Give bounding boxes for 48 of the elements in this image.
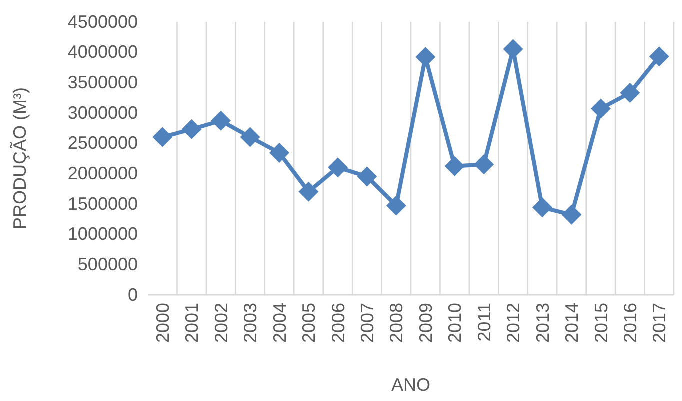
x-tick-label: 2010 — [445, 303, 466, 344]
y-tick-label: 500000 — [78, 254, 138, 274]
y-tick-label: 1500000 — [68, 194, 138, 214]
y-tick-label: 1000000 — [68, 224, 138, 244]
y-axis-title: PRODUÇÃO (M³) — [10, 88, 30, 230]
x-tick-label: 2002 — [211, 303, 232, 344]
x-tick-label: 2001 — [182, 303, 202, 344]
point — [298, 182, 319, 202]
x-tick-label: 2004 — [270, 303, 290, 344]
point — [328, 158, 348, 178]
x-tick-label: 2003 — [240, 303, 261, 344]
point — [416, 47, 436, 68]
y-tick-label: 3500000 — [68, 72, 138, 92]
point — [503, 39, 524, 60]
point — [211, 110, 232, 131]
point — [562, 204, 582, 225]
x-tick-label: 2007 — [357, 303, 378, 344]
x-tick-label: 2015 — [591, 303, 612, 344]
x-tick-label: 2008 — [386, 303, 407, 344]
x-tick-label: 2009 — [416, 303, 436, 344]
x-tick-label: 2014 — [562, 303, 582, 344]
x-tick-label: 2013 — [532, 303, 553, 344]
point — [444, 156, 465, 176]
point — [152, 127, 173, 148]
x-tick-label: 2011 — [474, 303, 494, 342]
y-tick-label: 2000000 — [68, 163, 138, 184]
point — [590, 98, 611, 119]
point — [386, 196, 406, 216]
x-tick-label: 2012 — [504, 303, 524, 344]
point — [270, 143, 290, 164]
x-tick-label: 2005 — [299, 303, 320, 344]
point — [357, 166, 378, 187]
x-tick-label: 2017 — [650, 303, 670, 344]
x-axis-title: ANO — [391, 375, 431, 395]
x-tick-label: 2016 — [620, 303, 640, 344]
y-tick-label: 4000000 — [68, 42, 138, 62]
x-tick-label: 2000 — [152, 303, 173, 344]
y-tick-label: 3000000 — [68, 102, 138, 123]
point — [474, 154, 494, 175]
point — [240, 127, 260, 148]
y-tick-label: 4500000 — [68, 12, 138, 32]
point — [532, 198, 552, 218]
y-tick-label: 0 — [128, 284, 138, 305]
point — [649, 46, 670, 67]
point — [620, 82, 640, 103]
y-tick-label: 2500000 — [68, 133, 138, 154]
point — [182, 119, 202, 140]
x-tick-label: 2006 — [328, 303, 348, 344]
